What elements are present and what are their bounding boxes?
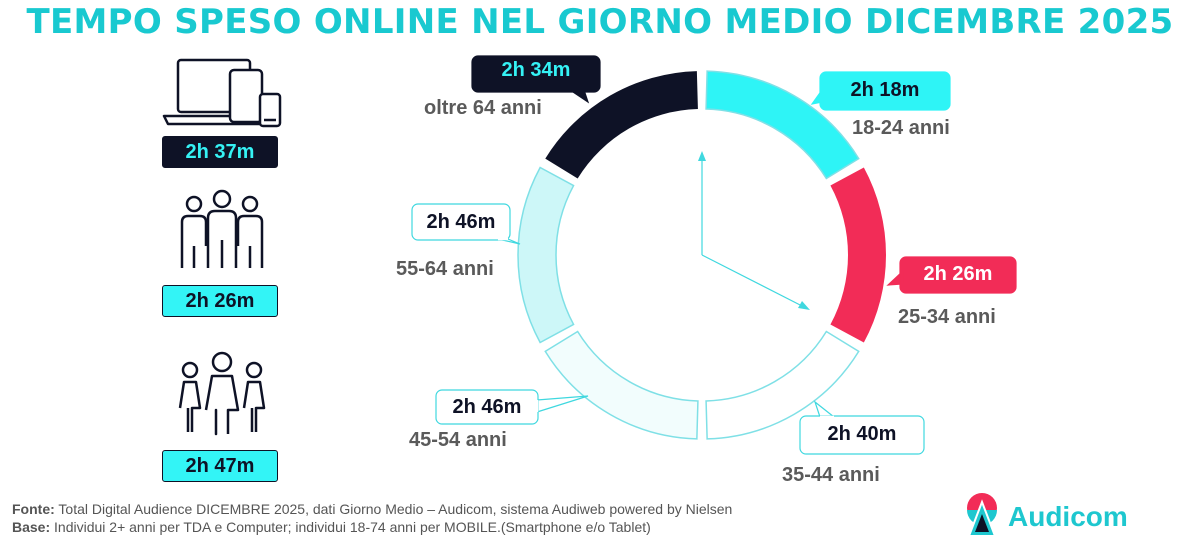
- age-label-55-64: 55-64 anni: [396, 258, 494, 280]
- donut-segment-35-44: [705, 330, 860, 440]
- callout-box-25-34: [899, 256, 1017, 294]
- devices-value-badge: 2h 37m: [162, 136, 278, 168]
- value-label-over-64: 2h 34m: [501, 59, 571, 81]
- devices-icon: [162, 58, 282, 128]
- men-group-icon: [180, 189, 264, 268]
- donut-segment-18-24: [705, 70, 860, 180]
- donut-segment-45-54: [544, 330, 699, 440]
- footer-base: Base: Individui 2+ anni per TDA e Comput…: [12, 518, 651, 536]
- women-group-icon: [178, 351, 266, 436]
- value-label-45-54: 2h 46m: [452, 396, 522, 418]
- age-label-35-44: 35-44 anni: [782, 464, 880, 486]
- callout-box-25-34-tail-outline: [886, 271, 903, 286]
- footer-source: Fonte: Total Digital Audience DICEMBRE 2…: [12, 500, 732, 518]
- footer-source-label: Fonte:: [12, 501, 55, 517]
- audicom-logo-icon: [967, 493, 997, 537]
- footer-base-text: Individui 2+ anni per TDA e Computer; in…: [50, 519, 651, 535]
- age-label-45-54: 45-54 anni: [409, 429, 507, 451]
- footer-source-text: Total Digital Audience DICEMBRE 2025, da…: [54, 501, 733, 517]
- brand-name: Audicom: [1008, 501, 1128, 532]
- callout-box-18-24: [819, 71, 951, 111]
- men-value-badge: 2h 26m: [162, 285, 278, 317]
- value-label-25-34: 2h 26m: [923, 263, 993, 285]
- clock-hand-hour: [701, 254, 807, 309]
- age-label-25-34: 25-34 anni: [898, 306, 996, 328]
- age-label-18-24: 18-24 anni: [852, 117, 950, 139]
- donut-segment-over-64: [545, 71, 698, 179]
- clock-hand-hour-arrow: [798, 301, 810, 310]
- footer-base-label: Base:: [12, 519, 51, 535]
- callout-box-over-64: [471, 55, 601, 93]
- clock-hand-minute-arrow: [698, 151, 706, 161]
- callout-box-over-64-tail-outline: [569, 89, 590, 104]
- callout-box-55-64: [411, 203, 511, 241]
- women-value-badge: 2h 47m: [162, 450, 278, 482]
- callout-box-18-24-tail-outline: [810, 89, 823, 105]
- age-label-over-64: oltre 64 anni: [424, 97, 542, 119]
- callout-box-55-64-tail-outline: [497, 238, 521, 245]
- callout-box-35-44-tail-outline: [813, 400, 835, 418]
- page-title: TEMPO SPESO ONLINE NEL GIORNO MEDIO DICE…: [26, 2, 1174, 42]
- donut-segment-55-64: [517, 166, 575, 344]
- callout-box-45-54-tail-outline: [536, 395, 589, 413]
- donut-segment-25-34: [830, 167, 887, 343]
- value-label-55-64: 2h 46m: [426, 211, 496, 233]
- callout-box-35-44: [799, 415, 925, 455]
- value-label-35-44: 2h 40m: [827, 423, 897, 445]
- value-label-18-24: 2h 18m: [850, 79, 920, 101]
